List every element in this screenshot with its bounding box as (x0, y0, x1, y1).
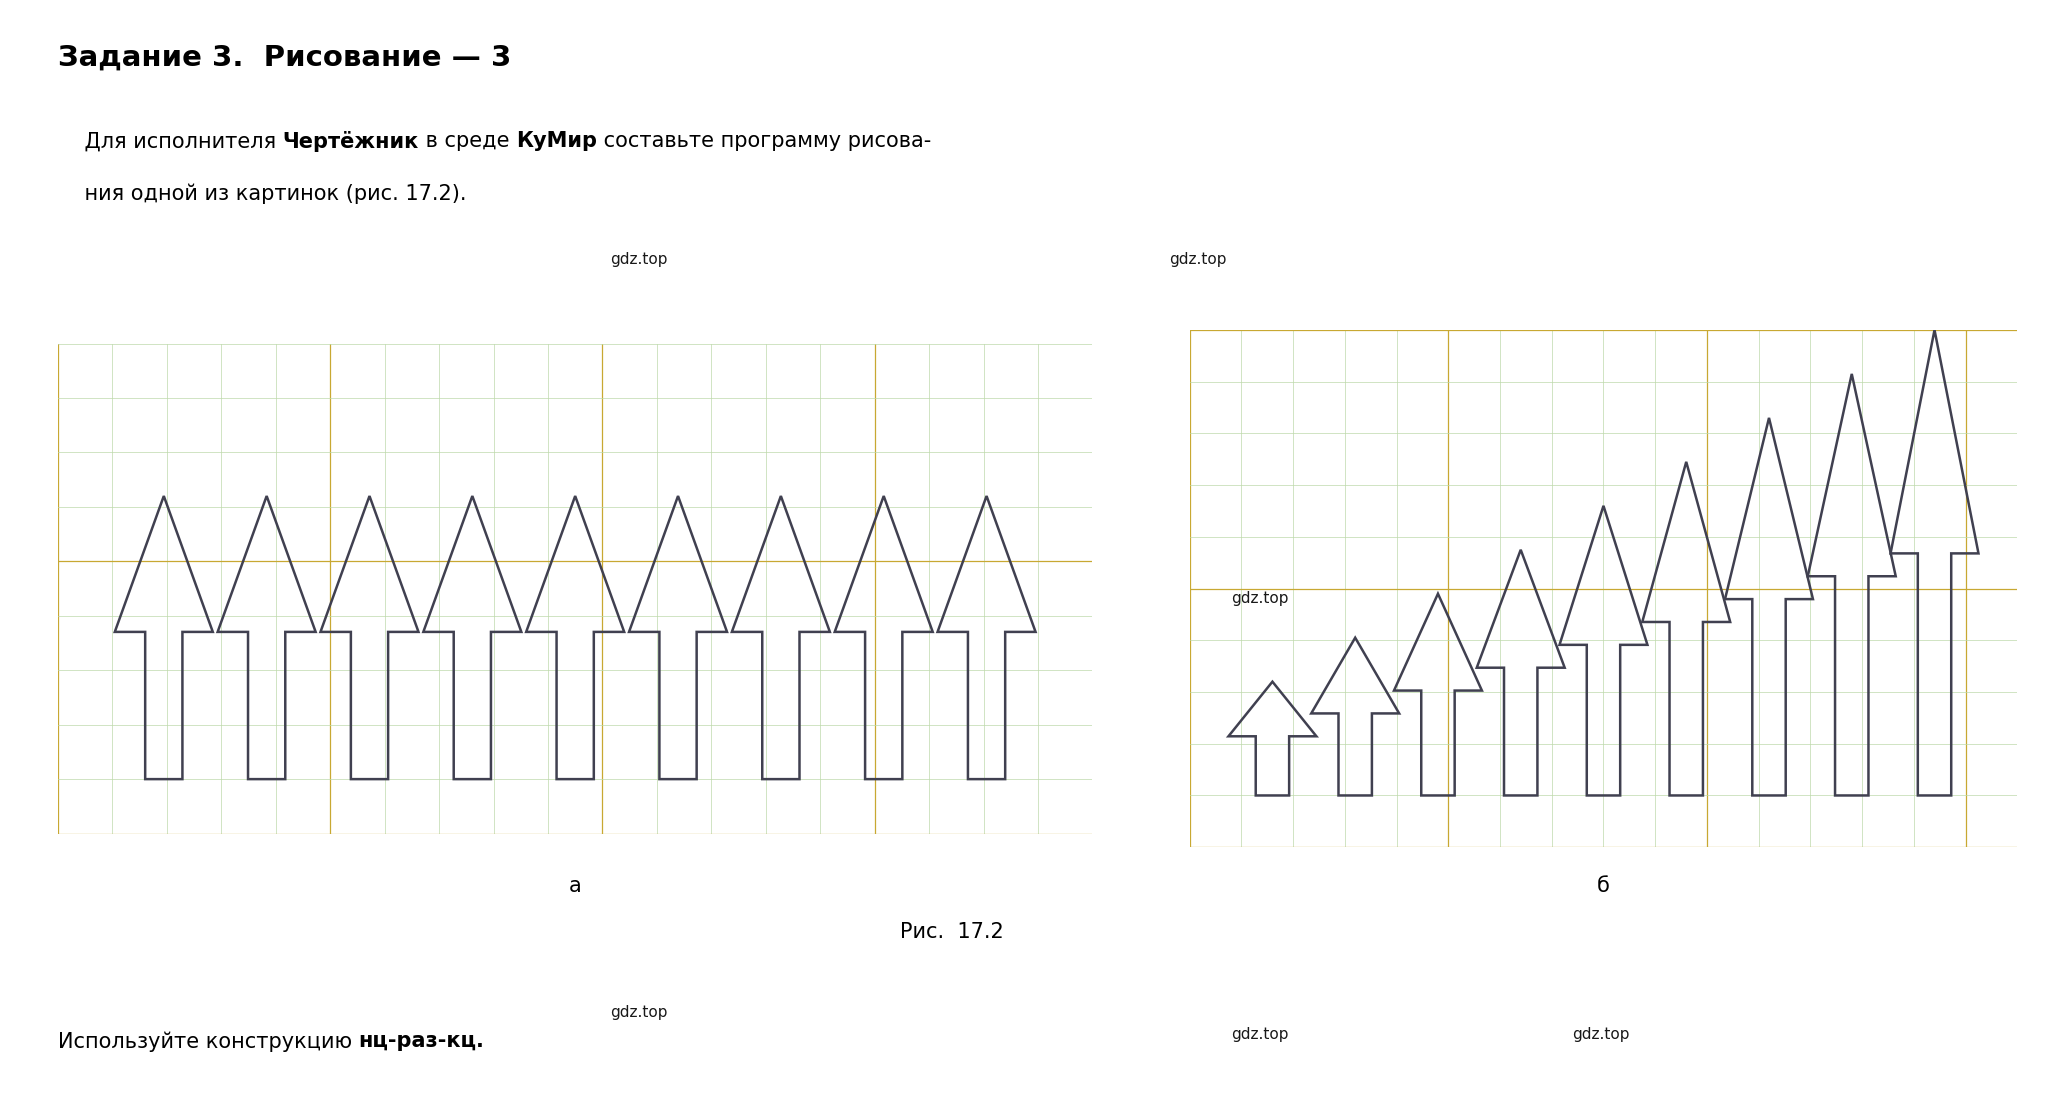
Text: Рис.  17.2: Рис. 17.2 (900, 922, 1003, 942)
Text: КуМир: КуМир (515, 131, 598, 151)
Text: Для исполнителя: Для исполнителя (58, 131, 283, 151)
Text: gdz.top: gdz.top (1169, 252, 1227, 267)
Text: нц-раз-кц.: нц-раз-кц. (358, 1031, 484, 1051)
Text: gdz.top: gdz.top (1231, 1027, 1289, 1042)
Text: б: б (1597, 876, 1610, 896)
Text: ния одной из картинок (рис. 17.2).: ния одной из картинок (рис. 17.2). (58, 184, 466, 205)
Text: gdz.top: gdz.top (610, 252, 668, 267)
Text: gdz.top: gdz.top (610, 1005, 668, 1021)
Text: а: а (569, 876, 581, 896)
Text: Задание 3.  Рисование — 3: Задание 3. Рисование — 3 (58, 44, 511, 72)
Text: gdz.top: gdz.top (1231, 591, 1289, 607)
Text: составьте программу рисова-: составьте программу рисова- (598, 131, 931, 151)
Text: в среде: в среде (418, 131, 515, 151)
Text: Чертёжник: Чертёжник (283, 131, 418, 152)
Text: Используйте конструкцию: Используйте конструкцию (58, 1031, 358, 1052)
Text: gdz.top: gdz.top (1572, 1027, 1630, 1042)
